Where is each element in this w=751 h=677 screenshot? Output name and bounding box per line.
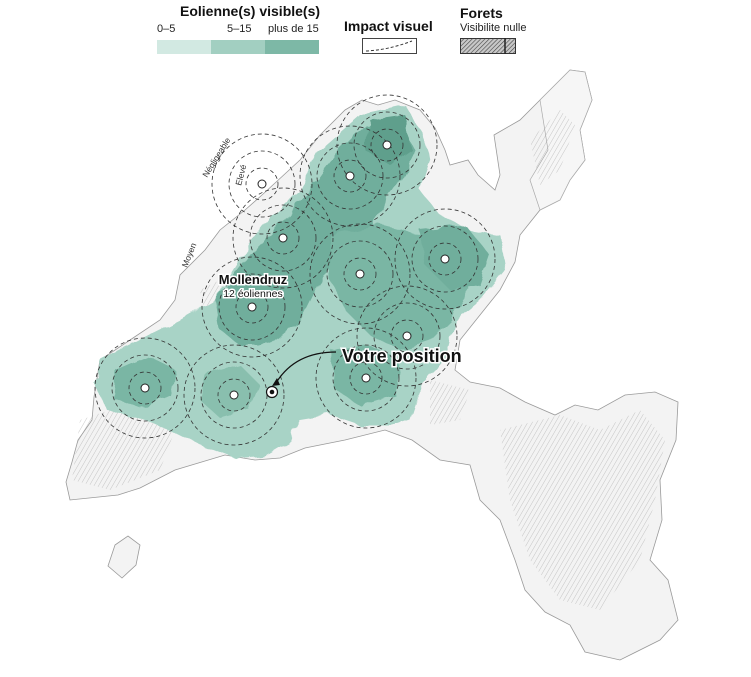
cluster-name: Mollendruz — [219, 272, 288, 287]
legend-class-high-label: plus de 15 — [268, 23, 319, 35]
turbine-rings — [315, 327, 417, 429]
legend-forets-subtitle: Visibilite nulle — [460, 22, 527, 34]
legend-forets-swatch — [460, 38, 516, 54]
legend-swatch-mid — [211, 40, 265, 54]
impact-rings — [94, 94, 496, 446]
turbine-marker — [402, 331, 412, 341]
cluster-count: 12 éoliennes — [223, 288, 283, 300]
position-label: Votre position — [342, 346, 462, 366]
turbine-rings — [356, 285, 458, 387]
ring-label-negligeable: Négligeable — [200, 135, 232, 179]
turbine-marker — [355, 269, 365, 279]
turbine-marker — [140, 383, 150, 393]
legend-impact-title: Impact visuel — [344, 18, 433, 34]
turbine-marker — [247, 302, 257, 312]
turbine-marker — [440, 254, 450, 264]
turbine-rings — [232, 187, 334, 289]
legend-class-low-label: 0–5 — [157, 23, 176, 35]
turbine-markers — [140, 140, 450, 400]
visibility-area — [96, 105, 505, 458]
legend-forets-title: Forets — [460, 5, 503, 21]
arrow-head-icon — [272, 378, 280, 386]
turbine-rings — [309, 223, 411, 325]
turbine-marker — [382, 140, 392, 150]
turbine-rings — [299, 125, 401, 227]
turbine-marker — [257, 179, 267, 189]
turbine-rings — [201, 256, 303, 358]
turbine-rings — [211, 133, 313, 235]
turbine-marker — [345, 171, 355, 181]
position-arrow — [275, 351, 337, 384]
legend: Eolienne(s) visible(s) 0–5 5–15 plus de … — [0, 0, 751, 60]
turbine-marker — [361, 373, 371, 383]
legend-swatch-high — [265, 40, 319, 54]
turbine-rings — [394, 208, 496, 310]
legend-visible-title: Eolienne(s) visible(s) — [180, 3, 321, 19]
turbine-rings — [94, 337, 196, 439]
your-position — [265, 351, 337, 399]
turbine-marker — [229, 390, 239, 400]
turbine-marker — [278, 233, 288, 243]
turbine-rings — [336, 94, 438, 196]
legend-impact-swatch — [362, 38, 417, 54]
legend-class-mid-label: 5–15 — [227, 23, 252, 35]
legend-swatch-low — [157, 40, 211, 54]
